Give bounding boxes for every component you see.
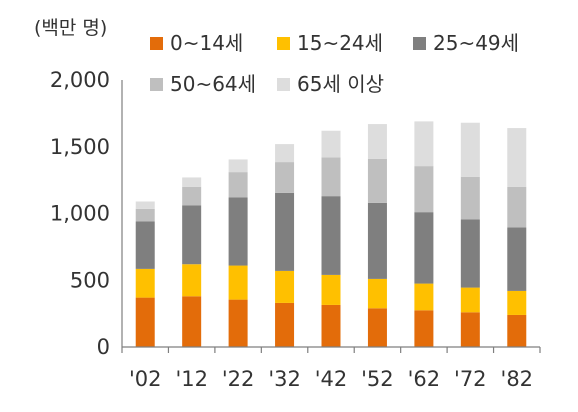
bar-segment-1-8 (507, 290, 527, 315)
y-axis-ticks: 0 500 1,000 1,500 2,000 (50, 68, 110, 359)
legend-label: 0~14세 (170, 31, 243, 55)
y-axis-unit-label: (백만 명) (34, 17, 107, 39)
bar-segment-4-3 (275, 144, 295, 163)
bar-segment-1-3 (275, 270, 295, 303)
legend-swatch (150, 37, 163, 50)
bar-segment-2-2 (228, 197, 248, 266)
bar-segment-0-0 (135, 297, 155, 347)
bar-segment-4-8 (507, 128, 527, 187)
bar-segment-1-6 (414, 283, 434, 311)
legend-swatch (413, 37, 426, 50)
x-tick-label: '52 (361, 367, 394, 391)
legend-label: 65세 이상 (297, 72, 384, 96)
bar-segment-4-2 (228, 159, 248, 173)
x-tick-label: '62 (408, 367, 441, 391)
bar-segment-3-7 (460, 176, 480, 220)
bar-segment-0-5 (367, 308, 387, 347)
legend-label: 50~64세 (170, 72, 256, 96)
bar-segment-2-7 (460, 219, 480, 288)
bar-segment-3-0 (135, 208, 155, 222)
legend-swatch (277, 37, 290, 50)
y-tick-label: 1,000 (50, 202, 110, 226)
bar-segment-1-2 (228, 265, 248, 300)
bar-segment-3-4 (321, 157, 341, 197)
y-tick-label: 2,000 (50, 68, 110, 92)
bar-segment-3-3 (275, 162, 295, 193)
x-tick-label: '22 (222, 367, 255, 391)
bar-segment-2-6 (414, 212, 434, 284)
bar-segment-2-5 (367, 202, 387, 279)
bar-segment-3-2 (228, 172, 248, 198)
bars (135, 121, 527, 347)
y-tick-label: 1,500 (50, 135, 110, 159)
y-tick-label: 500 (70, 268, 110, 292)
bar-segment-4-7 (460, 122, 480, 177)
bar-segment-2-8 (507, 227, 527, 291)
legend: 0~14세 15~24세 25~49세 50~64세 65세 이상 (150, 31, 519, 96)
bar-segment-2-4 (321, 196, 341, 275)
bar-segment-3-6 (414, 166, 434, 213)
bar-segment-3-1 (182, 186, 202, 206)
bar-segment-2-3 (275, 192, 295, 271)
legend-swatch (277, 78, 290, 91)
bar-segment-3-5 (367, 158, 387, 203)
x-tick-label: '72 (454, 367, 487, 391)
bar-segment-0-4 (321, 304, 341, 347)
bar-segment-1-4 (321, 274, 341, 305)
x-tick-label: '82 (501, 367, 534, 391)
bar-segment-0-6 (414, 310, 434, 347)
x-tick-label: '12 (175, 367, 208, 391)
bar-segment-0-8 (507, 314, 527, 347)
bar-segment-1-0 (135, 268, 155, 298)
bar-segment-0-2 (228, 299, 248, 347)
bar-segment-0-7 (460, 312, 480, 347)
y-tick-label: 0 (97, 335, 110, 359)
bar-segment-2-1 (182, 205, 202, 265)
bar-segment-4-6 (414, 121, 434, 167)
legend-label: 25~49세 (433, 31, 519, 55)
x-tick-label: '32 (268, 367, 301, 391)
bar-segment-3-8 (507, 186, 527, 228)
bar-segment-1-1 (182, 264, 202, 297)
bar-segment-0-1 (182, 296, 202, 347)
legend-swatch (150, 78, 163, 91)
bar-segment-1-5 (367, 278, 387, 309)
bar-segment-4-4 (321, 130, 341, 158)
x-tick-label: '02 (129, 367, 162, 391)
axes (121, 80, 541, 353)
bar-segment-4-1 (182, 177, 202, 187)
x-tick-label: '42 (315, 367, 348, 391)
bar-segment-4-5 (367, 124, 387, 159)
bar-segment-2-0 (135, 221, 155, 269)
x-axis-ticks: '02 '12 '22 '32 '42 '52 '62 '72 '82 (129, 367, 533, 391)
bar-segment-0-3 (275, 302, 295, 347)
bar-segment-4-0 (135, 201, 155, 209)
legend-label: 15~24세 (297, 31, 383, 55)
bar-segment-1-7 (460, 287, 480, 313)
